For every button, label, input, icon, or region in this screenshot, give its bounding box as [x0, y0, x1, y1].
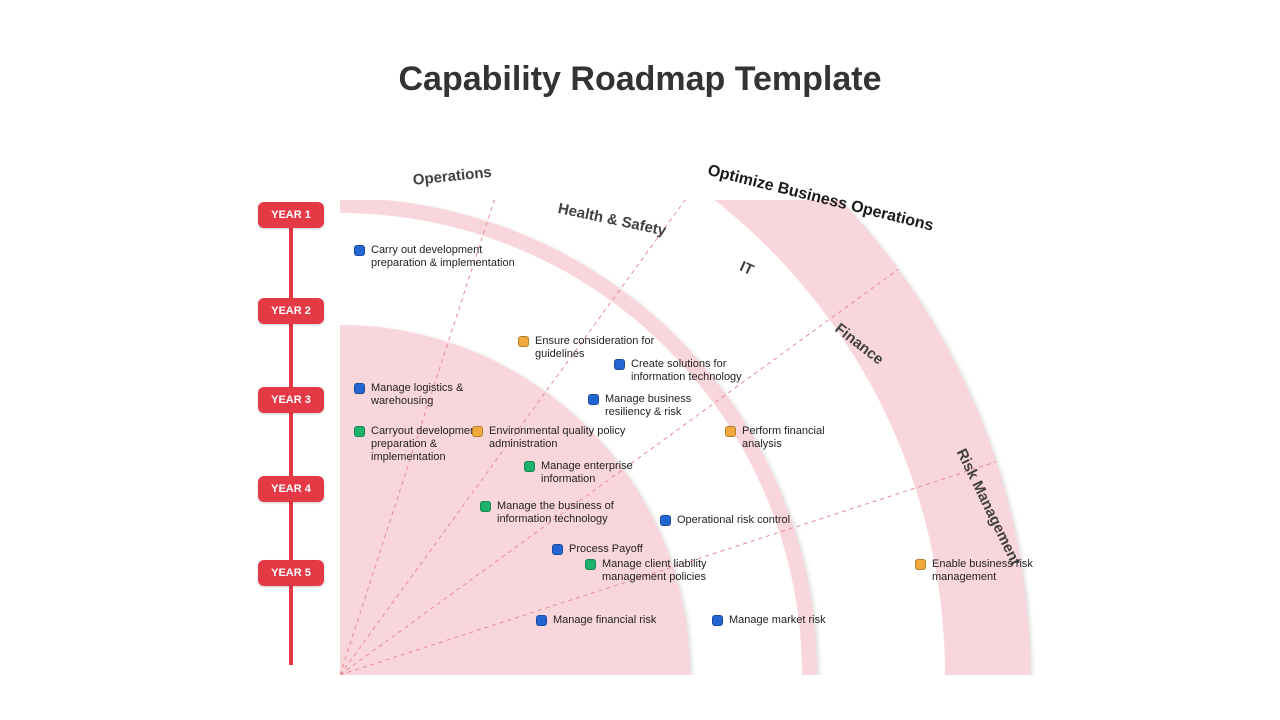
category-label-3: Finance	[832, 320, 887, 368]
capability-item-label: Enable business risk management	[932, 558, 1055, 584]
category-label-2: IT	[737, 258, 756, 279]
year-timeline-line	[289, 215, 293, 665]
category-label-4: Risk Management	[953, 446, 1024, 568]
capability-item-label: Manage enterprise information	[541, 460, 674, 486]
year-badge-4: YEAR 4	[258, 476, 324, 502]
capability-item-label: Manage financial risk	[553, 614, 656, 627]
year-badge-label: YEAR 4	[271, 483, 311, 495]
capability-item-label: Manage client liability management polic…	[602, 558, 745, 584]
capability-marker-icon	[536, 615, 547, 626]
capability-item-10: Operational risk control	[660, 514, 790, 527]
capability-marker-icon	[354, 245, 365, 256]
year-badge-1: YEAR 1	[258, 202, 324, 228]
capability-marker-icon	[588, 394, 599, 405]
capability-item-13: Enable business risk management	[915, 558, 1055, 584]
capability-item-label: Manage market risk	[729, 614, 826, 627]
capability-item-3: Manage logistics & warehousing	[354, 382, 504, 408]
capability-item-label: Create solutions for information technol…	[631, 358, 774, 384]
capability-marker-icon	[585, 559, 596, 570]
capability-item-4: Manage business resiliency & risk	[588, 393, 738, 419]
capability-marker-icon	[552, 544, 563, 555]
capability-item-6: Environmental quality policy administrat…	[472, 425, 632, 451]
capability-item-9: Manage the business of information techn…	[480, 500, 650, 526]
category-label-0: Operations	[412, 164, 493, 189]
capability-marker-icon	[518, 336, 529, 347]
capability-marker-icon	[524, 461, 535, 472]
capability-marker-icon	[354, 426, 365, 437]
capability-item-7: Perform financial analysis	[725, 425, 865, 451]
year-badge-label: YEAR 3	[271, 394, 311, 406]
capability-item-14: Manage financial risk	[536, 614, 656, 627]
capability-item-label: Manage business resiliency & risk	[605, 393, 738, 419]
capability-item-label: Operational risk control	[677, 514, 790, 527]
capability-item-label: Manage the business of information techn…	[497, 500, 650, 526]
page-title: Capability Roadmap Template	[0, 60, 1280, 99]
capability-marker-icon	[712, 615, 723, 626]
banner-label: Optimize Business Operations	[706, 162, 936, 236]
capability-marker-icon	[354, 383, 365, 394]
capability-item-label: Carry out development preparation & impl…	[371, 244, 534, 270]
year-badge-label: YEAR 1	[271, 209, 311, 221]
capability-item-12: Manage client liability management polic…	[585, 558, 745, 584]
capability-marker-icon	[725, 426, 736, 437]
capability-item-label: Carryout development preparation & imple…	[371, 425, 484, 465]
year-badge-label: YEAR 2	[271, 305, 311, 317]
year-badge-3: YEAR 3	[258, 387, 324, 413]
capability-marker-icon	[660, 515, 671, 526]
category-label-1: Health & Safety	[556, 200, 667, 240]
capability-item-15: Manage market risk	[712, 614, 826, 627]
capability-item-label: Process Payoff	[569, 543, 643, 556]
capability-item-label: Manage logistics & warehousing	[371, 382, 504, 408]
capability-item-label: Perform financial analysis	[742, 425, 865, 451]
capability-marker-icon	[480, 501, 491, 512]
capability-item-5: Carryout development preparation & imple…	[354, 425, 484, 465]
capability-marker-icon	[614, 359, 625, 370]
capability-item-11: Process Payoff	[552, 543, 643, 556]
capability-item-0: Carry out development preparation & impl…	[354, 244, 534, 270]
capability-item-label: Environmental quality policy administrat…	[489, 425, 632, 451]
year-badge-5: YEAR 5	[258, 560, 324, 586]
capability-item-2: Create solutions for information technol…	[614, 358, 774, 384]
capability-marker-icon	[915, 559, 926, 570]
capability-item-8: Manage enterprise information	[524, 460, 674, 486]
year-badge-2: YEAR 2	[258, 298, 324, 324]
year-badge-label: YEAR 5	[271, 567, 311, 579]
capability-marker-icon	[472, 426, 483, 437]
